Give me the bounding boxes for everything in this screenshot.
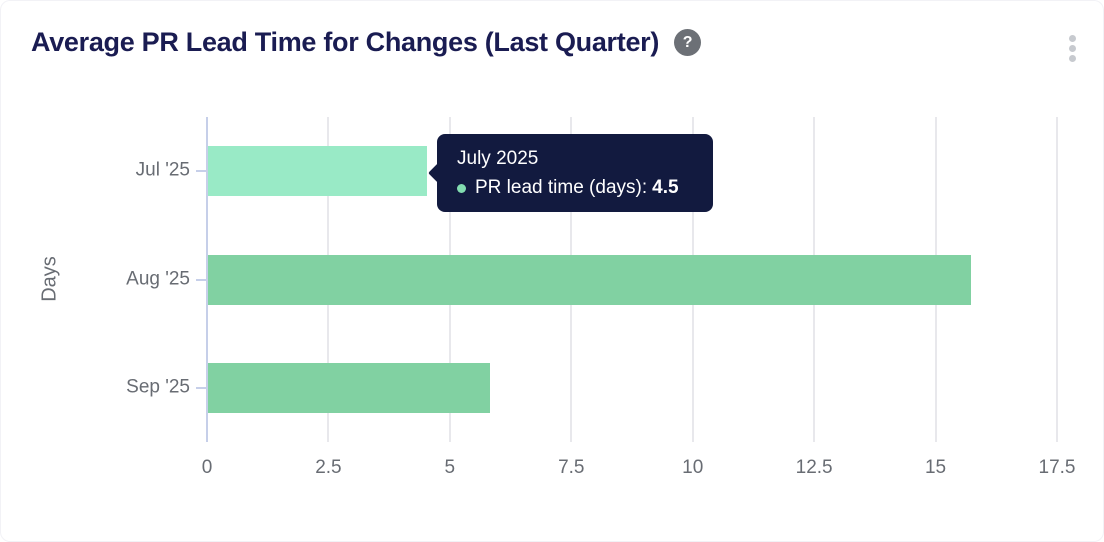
bar-aug-25[interactable] xyxy=(208,254,971,305)
series-dot-icon xyxy=(457,183,466,193)
card-header: Average PR Lead Time for Changes (Last Q… xyxy=(31,27,1044,58)
tooltip-series-row: PR lead time (days): 4.5 xyxy=(457,176,697,200)
y-axis-tick xyxy=(196,386,206,389)
x-tick-label: 2.5 xyxy=(315,457,342,478)
x-tick-label: 17.5 xyxy=(1038,457,1076,478)
x-tick-label: 12.5 xyxy=(795,457,833,478)
kebab-dot xyxy=(1069,55,1076,62)
bar-sep-25[interactable] xyxy=(208,362,490,413)
help-icon[interactable]: ? xyxy=(674,29,702,56)
kebab-menu-icon[interactable] xyxy=(1067,33,1078,64)
x-tick-label: 10 xyxy=(682,457,704,478)
x-tick-label: 5 xyxy=(444,457,456,478)
kebab-dot xyxy=(1069,45,1076,52)
bar-jul-25[interactable] xyxy=(208,146,427,197)
y-axis-line xyxy=(206,117,208,442)
chart-tooltip: July 2025 PR lead time (days): 4.5 xyxy=(428,134,713,212)
tooltip-title: July 2025 xyxy=(457,148,539,169)
y-category-label: Jul '25 xyxy=(135,159,190,181)
y-axis-tick xyxy=(196,278,206,281)
gridline xyxy=(1056,117,1058,442)
y-axis-tick xyxy=(196,170,206,173)
tooltip-value: 4.5 xyxy=(652,177,679,198)
tooltip-series-label: PR lead time (days): xyxy=(475,177,648,198)
x-tick-label: 0 xyxy=(201,457,213,478)
y-category-label: Sep '25 xyxy=(126,376,190,398)
tooltip-arrow xyxy=(428,163,448,183)
page-title: Average PR Lead Time for Changes (Last Q… xyxy=(31,27,660,57)
y-category-label: Aug '25 xyxy=(126,268,190,290)
x-tick-label: 7.5 xyxy=(558,457,585,478)
y-axis-label: Days xyxy=(38,256,61,302)
kebab-dot xyxy=(1069,35,1076,42)
x-tick-label: 15 xyxy=(924,457,947,478)
